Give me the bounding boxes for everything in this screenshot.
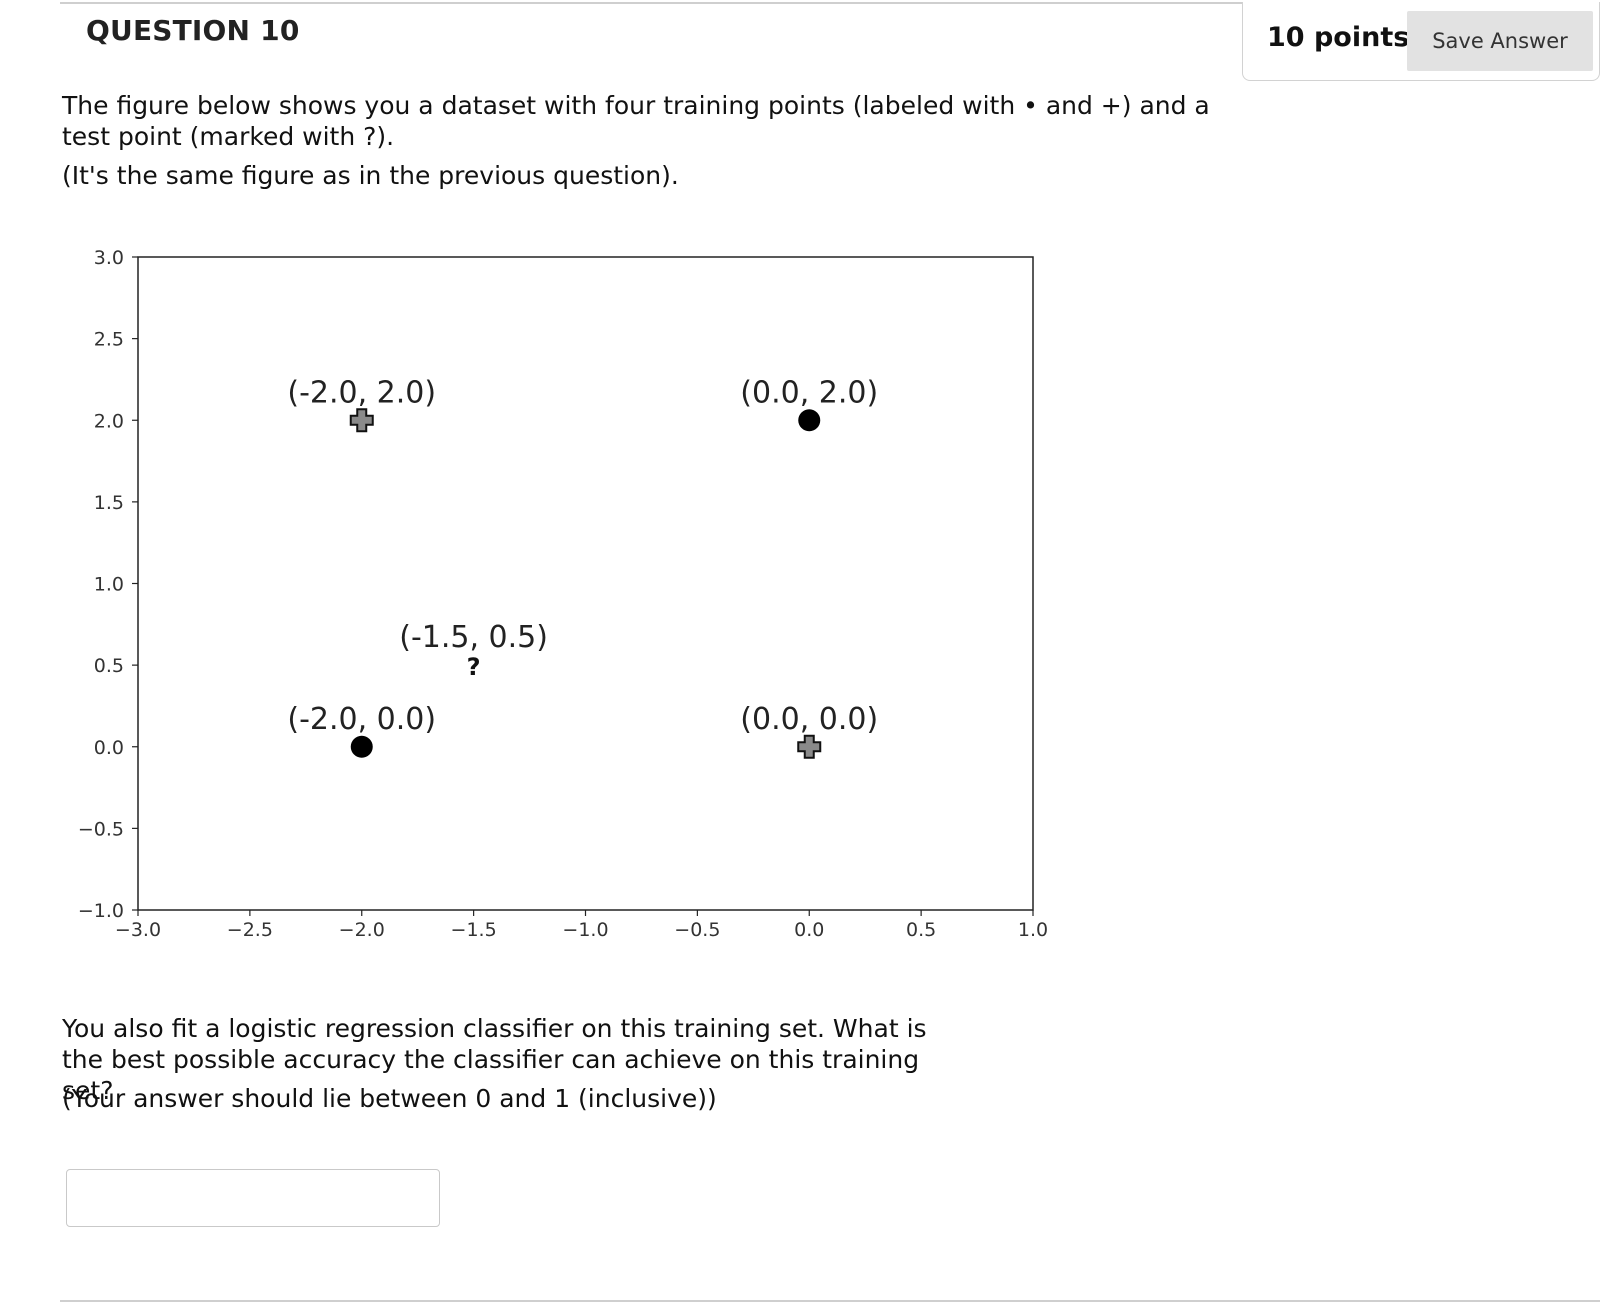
y-tick-label: 2.0: [94, 410, 124, 432]
y-tick-label: 3.0: [94, 247, 124, 269]
y-tick-label: −1.0: [78, 900, 124, 922]
point-label: (-1.5, 0.5): [399, 620, 548, 655]
x-tick-label: 1.0: [1018, 919, 1048, 941]
points-label: 10 points: [1267, 22, 1410, 53]
question-prompt: The figure below shows you a dataset wit…: [62, 91, 1210, 151]
y-tick-label: 1.5: [94, 492, 124, 514]
point-label: (0.0, 0.0): [740, 702, 878, 737]
answer-input[interactable]: [66, 1169, 440, 1227]
y-tick-label: 0.0: [94, 737, 124, 759]
y-tick-label: 2.5: [94, 329, 124, 351]
plot-frame: [137, 256, 1034, 911]
scatter-chart: −3.0 −2.5 −2.0 −1.5 −1.0 −0.5 0.0 0.5 1.0 3.0 2.5 2…: [78, 247, 1048, 941]
y-tick-label: 0.5: [94, 655, 124, 677]
point-label: (0.0, 2.0): [740, 375, 878, 410]
answer-instructions: (Your answer should lie between 0 and 1 …: [62, 1084, 717, 1113]
x-tick-label: 0.5: [906, 919, 936, 941]
question-marker: ?: [467, 653, 481, 681]
x-tick-label: −2.5: [227, 919, 273, 941]
bottom-divider: [60, 1300, 1600, 1302]
point-label: (-2.0, 0.0): [287, 702, 436, 737]
point-label: (-2.0, 2.0): [287, 375, 436, 410]
y-tick-label: −0.5: [78, 818, 124, 840]
x-tick-label: −3.0: [115, 919, 161, 941]
question-note: (It's the same figure as in the previous…: [62, 161, 679, 190]
x-tick-label: −0.5: [674, 919, 720, 941]
question-text: You also fit a logistic regression class…: [62, 1014, 927, 1105]
x-tick-label: −2.0: [339, 919, 385, 941]
plus-marker: [797, 734, 822, 759]
points-panel: 10 points Save Answer: [1242, 2, 1600, 81]
save-answer-button[interactable]: Save Answer: [1407, 11, 1593, 71]
scatter-figure: −3.0 −2.5 −2.0 −1.5 −1.0 −0.5 0.0 0.5 1.0 3.0 2.5 2…: [70, 245, 1060, 965]
dot-marker: [798, 409, 821, 432]
plus-marker: [349, 408, 374, 433]
x-tick-label: −1.5: [451, 919, 497, 941]
dot-marker: [350, 735, 373, 758]
x-tick-label: 0.0: [794, 919, 824, 941]
top-divider: [60, 2, 1600, 4]
y-tick-label: 1.0: [94, 574, 124, 596]
question-title: QUESTION 10: [86, 14, 300, 47]
x-tick-label: −1.0: [562, 919, 608, 941]
